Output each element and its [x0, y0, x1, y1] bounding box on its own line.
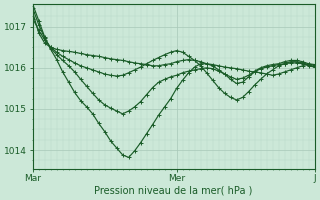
- X-axis label: Pression niveau de la mer( hPa ): Pression niveau de la mer( hPa ): [94, 186, 253, 196]
